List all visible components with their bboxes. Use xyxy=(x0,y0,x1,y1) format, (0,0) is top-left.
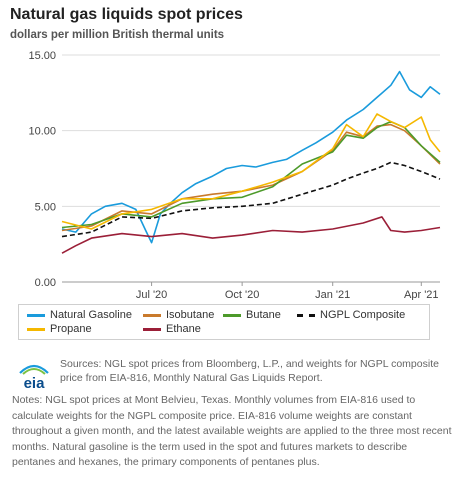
series-line-ngpl-composite xyxy=(61,161,441,238)
y-tick-label: 5.00 xyxy=(35,201,56,213)
legend-item-ethane[interactable]: Ethane xyxy=(143,323,201,335)
series-line-propane xyxy=(61,113,441,230)
legend-item-natural-gasoline[interactable]: Natural Gasoline xyxy=(27,309,132,321)
legend-item-ngpl-composite[interactable]: NGPL Composite xyxy=(297,309,405,321)
x-tick-label: Jan '21 xyxy=(315,289,350,300)
legend-label: Natural Gasoline xyxy=(50,309,132,321)
legend-item-isobutane[interactable]: Isobutane xyxy=(143,309,214,321)
legend-swatch xyxy=(27,313,45,317)
legend-item-propane[interactable]: Propane xyxy=(27,323,92,335)
y-axis-ticks: 0.00 5.00 10.00 15.00 xyxy=(28,50,56,289)
eia-logo-text: eia xyxy=(24,375,46,391)
x-tick-label: Oct '20 xyxy=(225,289,260,300)
series-line-natural-gasoline xyxy=(61,70,441,244)
chart-legend: Natural Gasoline Isobutane Butane NGPL C… xyxy=(18,304,430,340)
legend-swatch xyxy=(297,313,315,317)
y-tick-label: 0.00 xyxy=(35,277,56,289)
eia-logo: eia xyxy=(19,364,49,391)
sources-text: Sources: NGL spot prices from Bloomberg,… xyxy=(60,358,439,384)
series-line-butane xyxy=(61,120,441,229)
line-chart: 0.00 5.00 10.00 15.00 Jul '20 Oct '20 Jan '21… xyxy=(28,50,441,300)
series-lines xyxy=(61,70,441,254)
y-tick-label: 10.00 xyxy=(28,126,56,138)
x-axis-ticks: Jul '20 Oct '20 Jan '21 Apr '21 xyxy=(136,282,439,300)
x-tick-label: Jul '20 xyxy=(136,289,167,300)
legend-label: NGPL Composite xyxy=(320,309,406,321)
legend-item-butane[interactable]: Butane xyxy=(223,309,281,321)
legend-label: Propane xyxy=(50,323,92,335)
chart-subtitle: dollars per million British thermal unit… xyxy=(10,29,225,41)
legend-swatch xyxy=(27,327,45,331)
series-line-ethane xyxy=(61,216,441,254)
grid xyxy=(62,54,440,283)
x-tick-label: Apr '21 xyxy=(404,289,439,300)
legend-label: Isobutane xyxy=(166,309,215,321)
notes-text: Notes: NGL spot prices at Mont Belvieu, … xyxy=(12,394,452,468)
legend-label: Ethane xyxy=(166,323,201,335)
chart-title: Natural gas liquids spot prices xyxy=(10,6,243,23)
legend-swatch xyxy=(143,313,161,317)
legend-label: Butane xyxy=(246,309,281,321)
y-tick-label: 15.00 xyxy=(28,50,56,62)
legend-swatch xyxy=(143,327,161,331)
legend-swatch xyxy=(223,313,241,317)
